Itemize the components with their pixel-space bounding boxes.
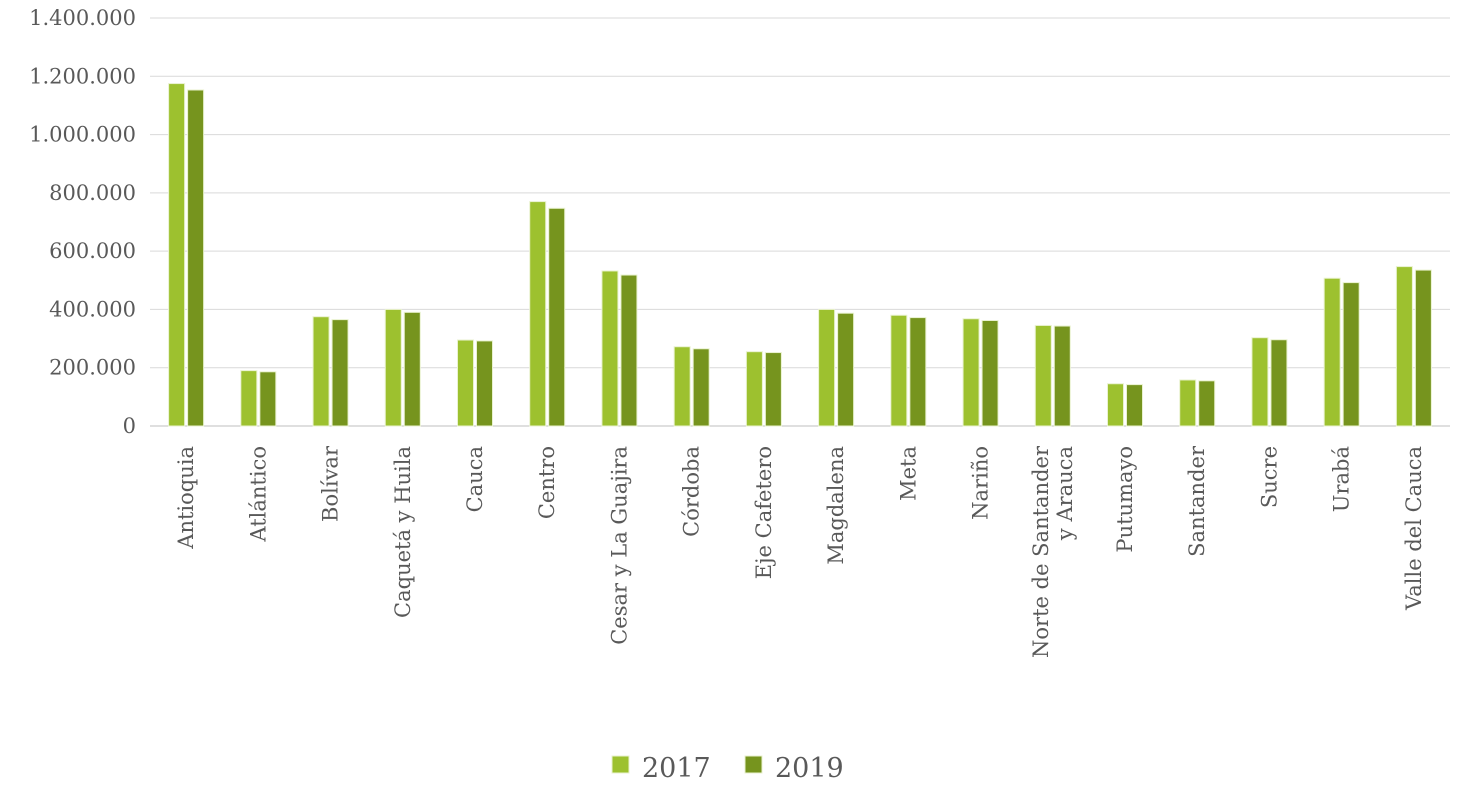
bar-2019 bbox=[1414, 269, 1432, 427]
category-label: Norte de Santandery Arauca bbox=[1029, 445, 1077, 658]
legend: 2017 2019 bbox=[611, 753, 844, 784]
y-tick-label: 200.000 bbox=[49, 356, 136, 380]
bar-2017 bbox=[890, 314, 908, 427]
legend-swatch-2019 bbox=[744, 755, 763, 774]
bar-2017 bbox=[1251, 337, 1269, 427]
category-label: Centro bbox=[535, 446, 559, 519]
category-label: Cauca bbox=[463, 446, 487, 512]
bar-2019 bbox=[692, 348, 710, 427]
category-label: Magdalena bbox=[824, 446, 848, 565]
bar-2019 bbox=[1126, 384, 1143, 427]
bar-2019 bbox=[909, 317, 927, 427]
category-label: Atlántico bbox=[246, 446, 270, 543]
category-label: Santander bbox=[1185, 445, 1209, 557]
bar-2017 bbox=[1107, 383, 1124, 427]
category-label: Córdoba bbox=[680, 446, 704, 537]
bar-2019 bbox=[403, 311, 421, 427]
bars bbox=[168, 83, 1432, 427]
category-label: Putumayo bbox=[1113, 446, 1137, 553]
bar-2017 bbox=[601, 270, 619, 427]
bar-2017 bbox=[312, 316, 330, 427]
bar-2017 bbox=[962, 318, 980, 427]
bar-2017 bbox=[1323, 277, 1341, 427]
category-label: Meta bbox=[896, 446, 920, 501]
y-tick-label: 400.000 bbox=[49, 297, 136, 321]
bar-2017 bbox=[457, 339, 474, 427]
bar-2017 bbox=[384, 308, 402, 427]
gridlines bbox=[150, 17, 1450, 427]
bar-2017 bbox=[168, 83, 186, 427]
bar-2017 bbox=[745, 351, 763, 427]
legend-swatch-2017 bbox=[611, 755, 630, 774]
bar-2017 bbox=[240, 370, 258, 427]
category-label: Cesar y La Guajira bbox=[607, 446, 631, 645]
bar-2019 bbox=[1342, 282, 1360, 427]
y-tick-label: 0 bbox=[123, 414, 136, 438]
bar-2019 bbox=[1053, 325, 1071, 427]
bar-2019 bbox=[548, 207, 566, 427]
bar-2019 bbox=[837, 312, 855, 427]
category-label: Bolívar bbox=[319, 445, 343, 522]
legend-label-2017: 2017 bbox=[642, 753, 711, 784]
bar-2017 bbox=[1395, 266, 1413, 427]
category-label: Valle del Cauca bbox=[1402, 446, 1426, 611]
bar-2019 bbox=[1270, 339, 1288, 427]
bar-2017 bbox=[1179, 379, 1197, 427]
bar-2017 bbox=[673, 346, 691, 427]
y-tick-label: 800.000 bbox=[49, 181, 136, 205]
y-axis-ticks: 0 200.000 400.000 600.000 800.000 1.000.000 1.… bbox=[29, 6, 136, 438]
bar-2019 bbox=[476, 340, 493, 427]
y-tick-label: 1.400.000 bbox=[29, 6, 136, 30]
y-tick-label: 1.200.000 bbox=[29, 64, 136, 88]
bar-2019 bbox=[764, 352, 782, 427]
bar-2019 bbox=[981, 320, 999, 427]
category-labels: Antioquia Atlántico Bolívar Caquetá y Huila… bbox=[174, 445, 1426, 658]
category-label: Urabá bbox=[1330, 446, 1354, 512]
bar-2019 bbox=[620, 274, 638, 427]
bar-2019 bbox=[187, 89, 205, 427]
category-label: Sucre bbox=[1257, 446, 1281, 508]
category-label: Antioquia bbox=[174, 446, 198, 550]
y-tick-label: 1.000.000 bbox=[29, 123, 136, 147]
bar-2017 bbox=[1034, 324, 1052, 427]
y-tick-label: 600.000 bbox=[49, 239, 136, 263]
category-label: Nariño bbox=[969, 446, 993, 520]
category-label: Caquetá y Huila bbox=[391, 446, 415, 618]
bar-2019 bbox=[259, 371, 277, 427]
bar-2019 bbox=[1198, 380, 1216, 427]
bar-2017 bbox=[818, 308, 836, 427]
bar-2017 bbox=[529, 201, 547, 427]
bar-2019 bbox=[331, 319, 349, 427]
legend-label-2019: 2019 bbox=[775, 753, 844, 784]
category-label: Eje Cafetero bbox=[752, 446, 776, 579]
